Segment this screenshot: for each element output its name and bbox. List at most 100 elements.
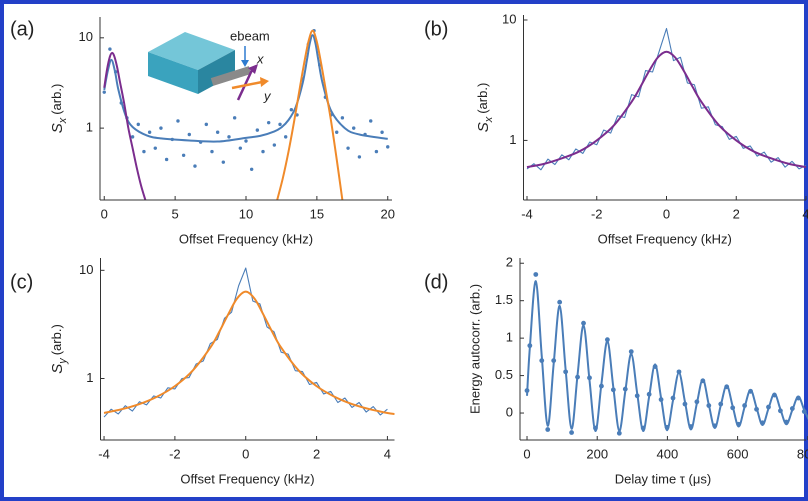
x-tick-label: 20 <box>381 206 395 221</box>
x-tick-label: 0 <box>101 206 108 221</box>
x-tick-label: 0 <box>242 446 249 461</box>
annotation: x <box>256 51 264 66</box>
y-label-symbol: S <box>49 123 66 133</box>
y-tick-label: 2 <box>506 255 513 270</box>
x-tick-label: 0 <box>663 206 670 221</box>
data-point <box>176 119 180 123</box>
data-point <box>380 130 384 134</box>
beam <box>210 66 252 86</box>
data-point <box>232 116 237 120</box>
cube-front <box>148 52 198 94</box>
x-tick-label: 400 <box>657 446 679 461</box>
data-point <box>147 130 152 134</box>
y-label-subscript: x <box>57 117 69 124</box>
data-point <box>533 272 539 277</box>
data-point <box>557 299 563 305</box>
data-point <box>283 135 288 139</box>
y-tick-label: 10 <box>502 11 516 26</box>
data-point <box>210 149 214 154</box>
x-tick-label: 10 <box>239 206 253 221</box>
data-point <box>164 157 169 162</box>
y-axis-label: Sx (arb.) <box>475 83 495 133</box>
data-point <box>352 126 356 130</box>
data-point <box>215 130 220 134</box>
y-tick-label: 1 <box>509 132 516 147</box>
x-arrowhead <box>248 64 258 74</box>
data-point <box>159 126 163 130</box>
data-point <box>227 135 231 139</box>
data-point <box>204 122 209 127</box>
data-point <box>238 146 243 150</box>
y-arrowhead <box>260 77 269 87</box>
data-point <box>181 153 186 158</box>
fit-line <box>526 280 808 433</box>
x-tick-label: 4 <box>384 446 391 461</box>
fit-line <box>276 29 344 200</box>
fit-line <box>103 51 147 200</box>
y-tick-label: 1 <box>86 370 93 385</box>
cube-top <box>148 32 235 70</box>
x-tick-label: 4 <box>802 206 808 221</box>
y-tick-label: 0.5 <box>495 367 513 382</box>
x-tick-label: -2 <box>591 206 603 221</box>
annotation: ebeam <box>230 28 270 43</box>
y-axis-label: Sx (arb.) <box>49 84 69 134</box>
panel-label: (d) <box>424 271 448 293</box>
fit-line <box>103 34 388 143</box>
x-tick-label: 15 <box>310 206 324 221</box>
x-tick-label: -4 <box>521 206 533 221</box>
annotation: y <box>263 88 272 103</box>
data-point <box>616 430 622 436</box>
y-tick-label: 1 <box>86 120 93 135</box>
x-tick-label: 200 <box>586 446 608 461</box>
data-point <box>130 135 135 139</box>
plot-area <box>102 28 390 200</box>
data-point <box>386 145 390 149</box>
data-point <box>249 167 254 171</box>
y-tick-label: 10 <box>79 262 93 277</box>
x-axis-label: Delay time τ (μs) <box>615 471 711 486</box>
data-point <box>153 146 157 150</box>
x-tick-label: 5 <box>172 206 179 221</box>
y-tick-label: 0 <box>506 404 513 419</box>
y-label-symbol: S <box>475 122 492 132</box>
data-point <box>374 149 379 154</box>
data-point <box>335 130 339 134</box>
panel-label: (b) <box>424 18 448 40</box>
ebeam-arrowhead <box>241 60 249 67</box>
fit-line <box>103 290 395 415</box>
data-point <box>261 149 265 154</box>
y-arrow <box>231 80 263 90</box>
x-tick-label: 600 <box>727 446 749 461</box>
data-point <box>569 430 574 435</box>
x-tick-label: 800 <box>797 446 808 461</box>
x-tick-label: 0 <box>523 446 530 461</box>
x-axis-label: Offset Frequency (kHz) <box>179 231 313 246</box>
data-point <box>102 90 106 94</box>
y-label-unit: (arb.) <box>475 83 490 114</box>
y-axis-label: Energy autocorr. (arb.) <box>467 284 482 414</box>
y-tick-label: 1 <box>506 330 513 345</box>
panel-label: (c) <box>10 271 33 293</box>
data-point <box>581 320 586 326</box>
cube-side <box>198 50 235 94</box>
data-point <box>289 107 294 112</box>
x-tick-label: 2 <box>733 206 740 221</box>
plot-area <box>524 272 808 436</box>
data-point <box>187 132 192 137</box>
y-tick-label: 1.5 <box>495 292 513 307</box>
y-label-symbol: S <box>49 364 66 374</box>
data-point <box>108 47 112 51</box>
data-point <box>272 143 277 147</box>
x-axis-label: Offset Frequency (kHz) <box>180 471 314 486</box>
y-label-subscript: x <box>483 116 495 123</box>
x-tick-label: 2 <box>313 446 320 461</box>
data-point <box>357 155 362 159</box>
data-point <box>255 128 260 132</box>
y-axis-label: Sy (arb.) <box>49 324 69 374</box>
x-axis-label: Offset Frequency (kHz) <box>598 231 732 246</box>
data-point <box>340 116 345 120</box>
data-point <box>369 119 373 123</box>
